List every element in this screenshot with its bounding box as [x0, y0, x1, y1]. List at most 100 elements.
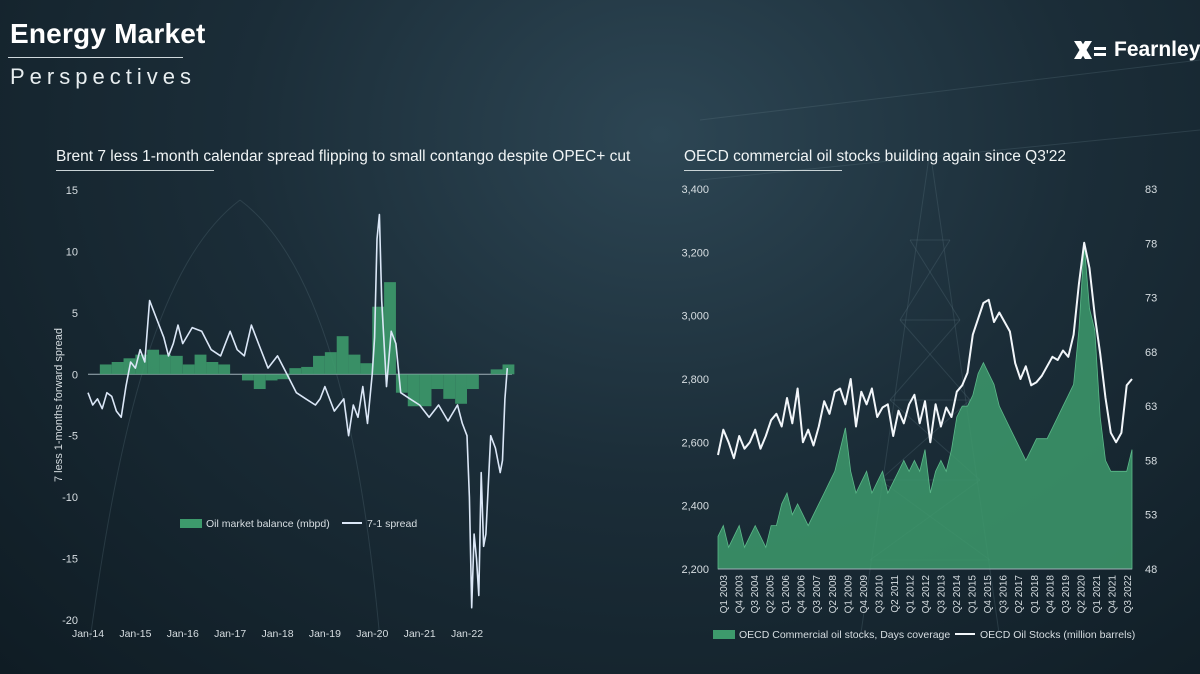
left-ytick-label: 0 [72, 369, 78, 381]
balance-bar [431, 374, 444, 390]
right-xtick-label: Q4 2009 [859, 575, 870, 614]
balance-bar [372, 306, 385, 375]
balance-bar [241, 374, 254, 381]
right-xtick-label: Q2 2014 [952, 575, 963, 614]
balance-bar [301, 366, 314, 375]
right-xtick-label: Q1 2018 [1030, 575, 1041, 614]
balance-bar [395, 374, 408, 393]
balance-bar [99, 364, 112, 375]
balance-bar [313, 355, 325, 375]
left-ytick-label: -20 [62, 615, 78, 627]
balance-bar [419, 374, 432, 407]
right-right-ytick-label: 58 [1145, 455, 1157, 467]
right-chart-title: OECD commercial oil stocks building agai… [684, 148, 1067, 165]
left-ytick-label: -15 [62, 554, 78, 566]
right-left-ytick-label: 2,400 [681, 501, 709, 513]
right-xtick-label: Q1 2015 [968, 575, 979, 614]
legend-days-swatch [713, 630, 735, 639]
right-xtick-label: Q2 2008 [828, 575, 839, 614]
right-xtick-label: Q1 2009 [843, 575, 854, 614]
right-left-ytick-label: 2,200 [681, 564, 709, 576]
left-xtick-label: Jan-16 [167, 628, 199, 640]
balance-bar [443, 374, 456, 399]
right-xtick-label: Q4 2006 [797, 575, 808, 614]
balance-bar [324, 352, 337, 375]
right-right-ytick-label: 68 [1145, 347, 1157, 359]
brand-subtitle: Perspectives [10, 64, 196, 89]
right-xtick-label: Q4 2012 [921, 575, 932, 614]
right-xtick-label: Q2 2011 [890, 575, 901, 613]
brand-title: Energy Market [10, 18, 206, 49]
right-xtick-label: Q3 2019 [1061, 575, 1072, 614]
right-left-ytick-label: 2,800 [681, 374, 709, 386]
balance-bar [170, 355, 183, 375]
right-xtick-label: Q4 2015 [983, 575, 994, 614]
right-right-ytick-label: 83 [1145, 184, 1157, 196]
balance-bar [253, 374, 266, 390]
balance-bar [336, 336, 349, 375]
left-xtick-label: Jan-19 [309, 628, 341, 640]
right-xtick-label: Q4 2018 [1045, 575, 1056, 614]
right-xtick-label: Q3 2022 [1123, 575, 1134, 614]
legend-balance-swatch [180, 519, 202, 528]
oil-stocks-line [717, 241, 1133, 460]
balance-bar [194, 354, 207, 375]
right-left-ytick-label: 3,400 [681, 184, 709, 196]
left-ytick-label: 5 [72, 308, 78, 320]
right-left-ytick-label: 2,600 [681, 437, 709, 449]
balance-bar [111, 362, 124, 375]
left-ytick-label: -5 [68, 431, 78, 443]
right-xtick-label: Q1 2021 [1092, 575, 1103, 614]
right-right-ytick-label: 63 [1145, 401, 1157, 413]
right-right-ytick-label: 78 [1145, 238, 1157, 250]
balance-bar [289, 368, 302, 375]
right-xtick-label: Q3 2013 [937, 575, 948, 614]
left-xtick-label: Jan-22 [451, 628, 483, 640]
right-xtick-label: Q3 2007 [812, 575, 823, 614]
legend-stocks-label: OECD Oil Stocks (million barrels) [980, 629, 1135, 641]
right-xtick-label: Q3 2004 [750, 575, 761, 614]
left-xtick-label: Jan-21 [404, 628, 436, 640]
days-coverage-area [717, 243, 1133, 570]
legend-spread-label: 7-1 spread [367, 518, 417, 530]
right-xtick-label: Q3 2010 [874, 575, 885, 614]
balance-bar [455, 374, 467, 404]
left-y-axis-title: 7 less 1-months forward spread [53, 328, 65, 482]
balance-bar [502, 364, 515, 375]
balance-bar [206, 362, 219, 375]
fearnleys-mark-icon [1074, 41, 1106, 59]
balance-bar [182, 364, 195, 375]
balance-bar [218, 364, 231, 375]
legend-balance-label: Oil market balance (mbpd) [206, 518, 330, 530]
right-xtick-label: Q2 2017 [1014, 575, 1025, 614]
left-title-rule [56, 170, 214, 171]
right-left-ytick-label: 3,200 [681, 247, 709, 259]
right-right-ytick-label: 48 [1145, 564, 1157, 576]
left-xtick-label: Jan-14 [72, 628, 104, 640]
balance-bar [159, 354, 171, 375]
left-xtick-label: Jan-17 [214, 628, 246, 640]
balance-bar [360, 363, 373, 375]
left-ytick-label: -10 [62, 492, 78, 504]
balance-bar [407, 374, 420, 407]
right-title-rule [684, 170, 842, 171]
left-ytick-label: 10 [66, 246, 78, 258]
balance-bar [135, 354, 148, 375]
right-right-ytick-label: 73 [1145, 293, 1157, 305]
right-xtick-label: Q2 2005 [766, 575, 777, 614]
right-left-ytick-label: 3,000 [681, 311, 709, 323]
left-xtick-label: Jan-15 [119, 628, 151, 640]
right-xtick-label: Q3 2016 [999, 575, 1010, 614]
balance-bar [147, 349, 160, 375]
right-xtick-label: Q1 2003 [719, 575, 730, 614]
legend-days-label: OECD Commercial oil stocks, Days coverag… [739, 629, 950, 641]
left-xtick-label: Jan-20 [356, 628, 388, 640]
right-xtick-label: Q1 2006 [781, 575, 792, 614]
right-xtick-label: Q4 2003 [735, 575, 746, 614]
spread-line [87, 213, 509, 609]
balance-bar [348, 354, 361, 375]
fearnleys-logo: Fearnleys [1072, 38, 1200, 62]
balance-bar [384, 282, 396, 375]
